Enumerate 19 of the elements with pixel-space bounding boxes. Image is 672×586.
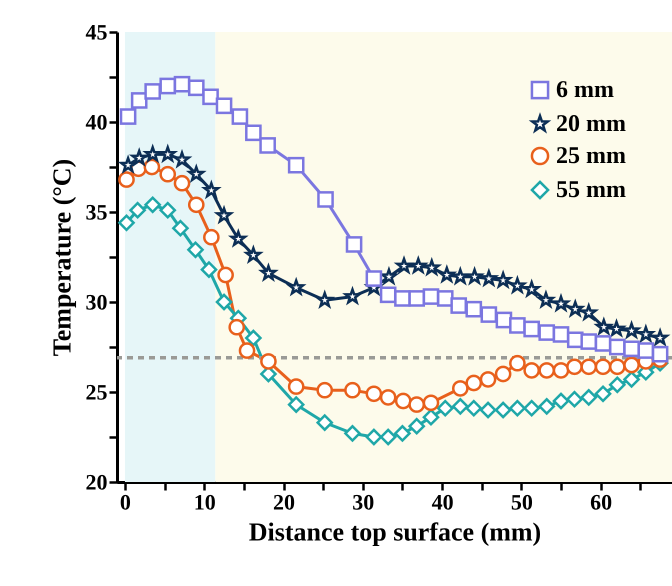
legend-label: 20 mm [556, 111, 626, 137]
y-tick-label: 40 [86, 110, 108, 134]
legend-label: 6 mm [556, 77, 614, 103]
y-tick-label: 30 [86, 290, 108, 314]
y-tick-label: 35 [86, 200, 108, 224]
x-tick-label: 0 [120, 490, 131, 514]
x-tick-label: 40 [432, 490, 454, 514]
x-tick-label: 10 [194, 490, 216, 514]
x-tick-label: 30 [352, 490, 374, 514]
x-tick-label: 20 [273, 490, 295, 514]
x-tick-label: 50 [510, 490, 533, 514]
y-tick-label: 20 [86, 470, 108, 494]
y-tick-label: 25 [86, 380, 108, 404]
x-axis-title: Distance top surface (mm) [248, 518, 542, 546]
y-tick-label: 45 [86, 20, 108, 44]
x-tick-label: 60 [590, 490, 612, 514]
legend-label: 25 mm [556, 143, 626, 169]
y-axis-title: Temperature (°C) [48, 158, 76, 356]
legend-label: 55 mm [556, 177, 626, 203]
